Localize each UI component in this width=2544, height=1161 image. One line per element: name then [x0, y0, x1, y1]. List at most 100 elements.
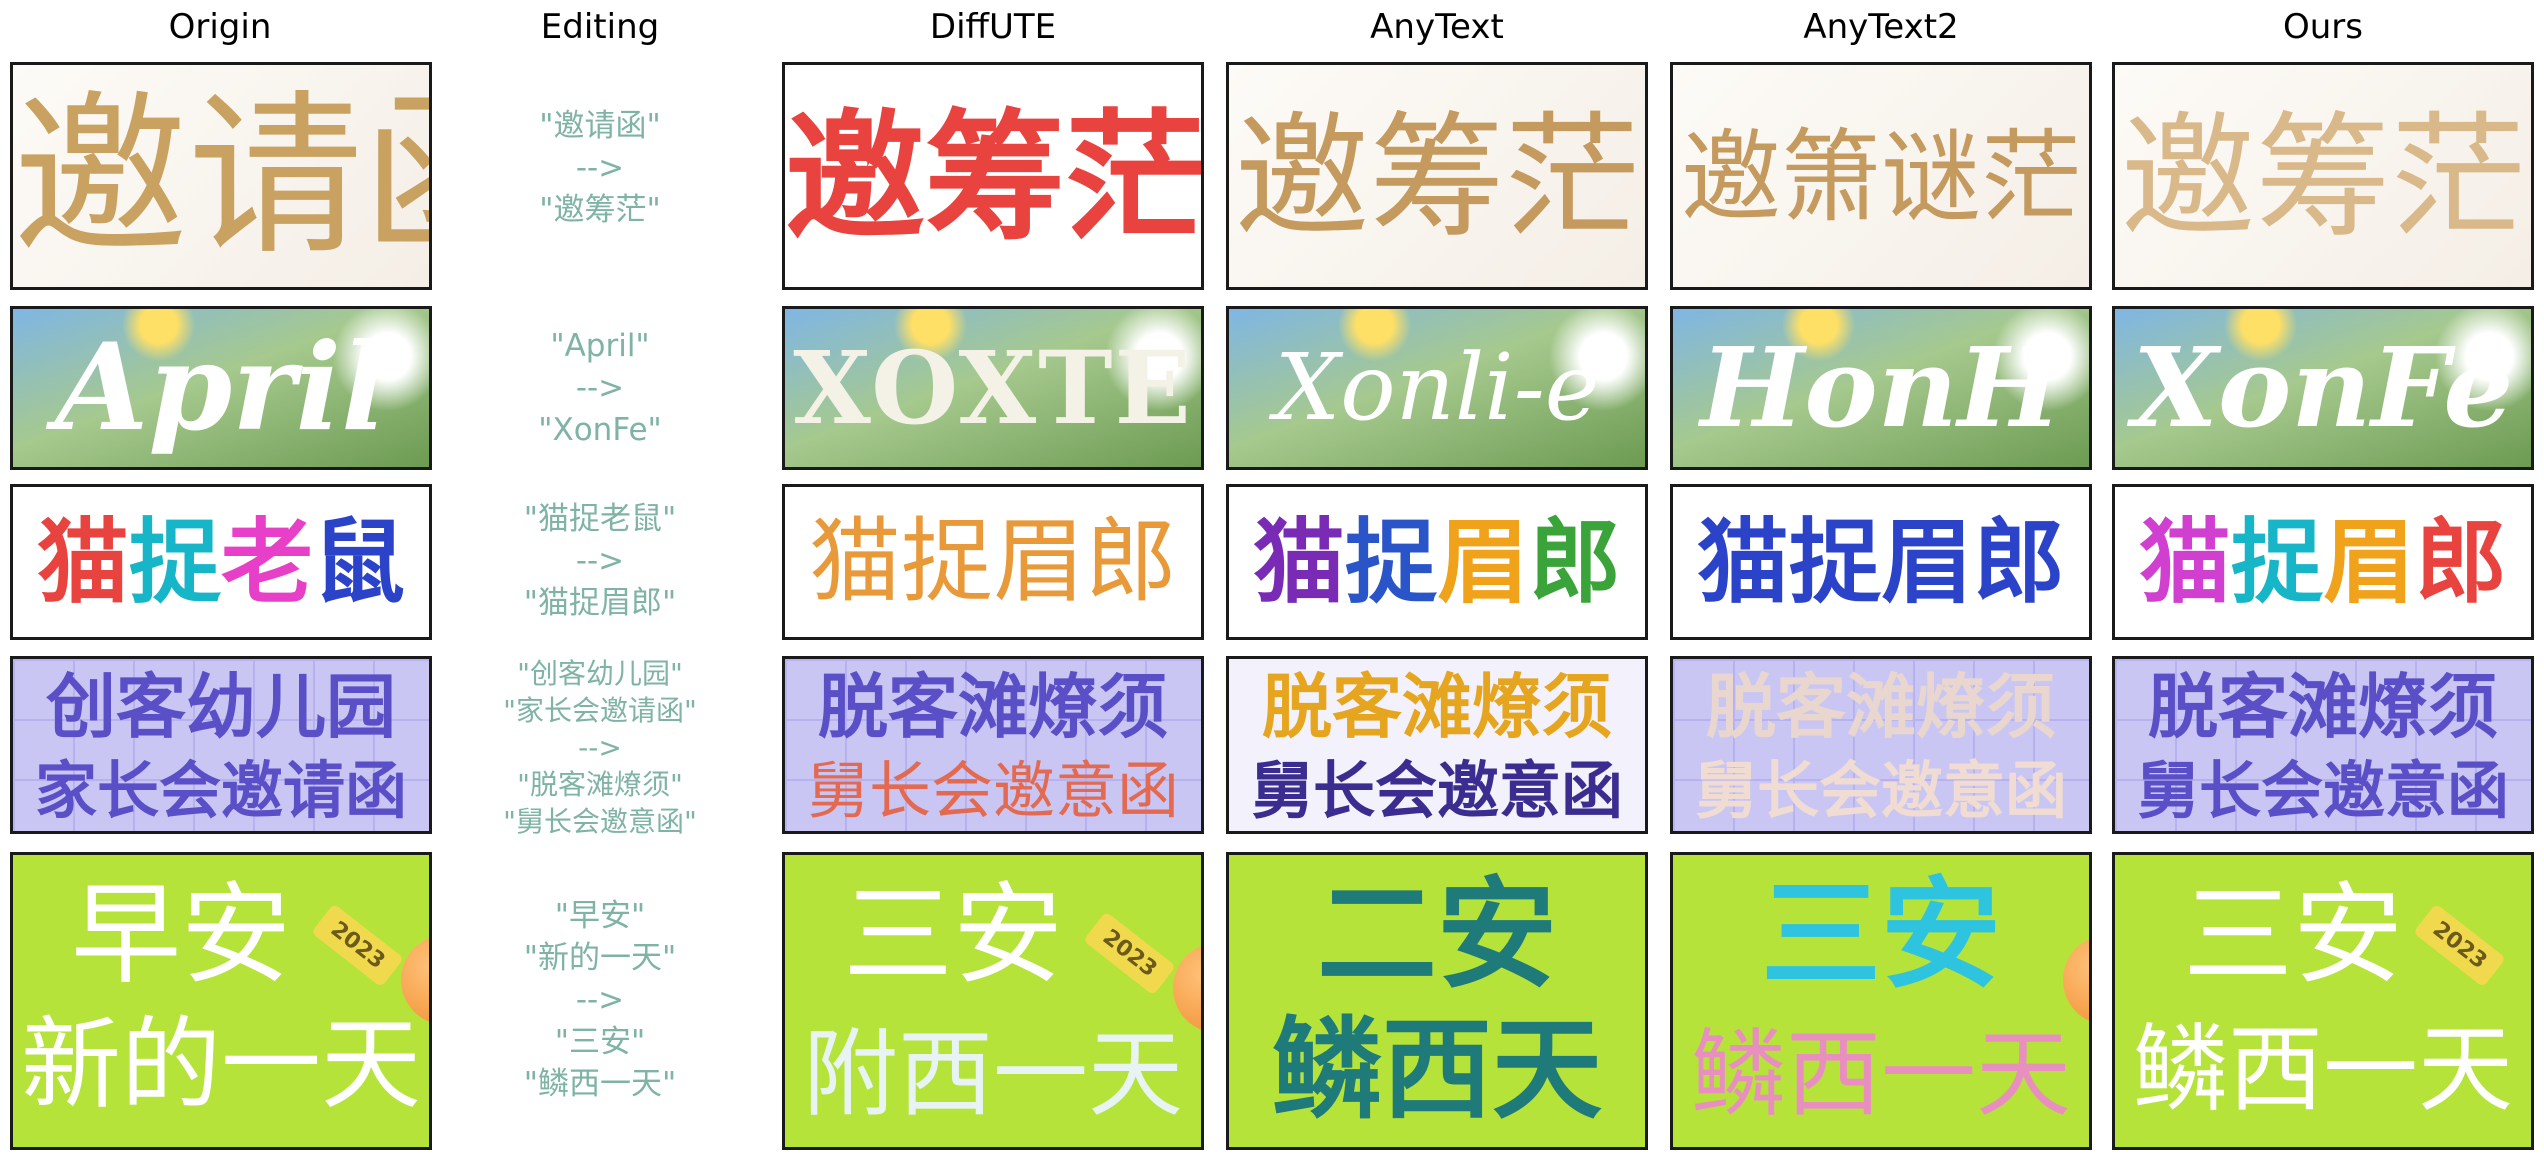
row1-diffute-image: 邀筹茫 — [782, 62, 1204, 290]
row4-ours-line1: 脱客滩燎须 — [2148, 665, 2498, 748]
row3-ours-char: 郎 — [2415, 508, 2508, 616]
row2-anytext-text: Xonli-e — [1274, 334, 1600, 441]
row4-edit-line: --> — [578, 731, 622, 764]
row1-edit-line: --> — [575, 150, 625, 186]
row3-anytext2-image: 猫捉眉郎 — [1670, 484, 2092, 640]
row1-diffute-text: 邀筹茫 — [785, 96, 1204, 260]
row1-ours-image: 邀筹茫 — [2112, 62, 2534, 290]
row4-ours-line2: 舅长会邀意函 — [2136, 754, 2509, 827]
header-origin: Origin — [168, 7, 272, 47]
row5-anytext-line2: 鳞西天 — [1272, 1005, 1602, 1134]
row3-ours-image: 猫捉眉郎 — [2112, 484, 2534, 640]
row5-anytext2-image: 三安 鳞西一天 — [1670, 852, 2092, 1150]
row5-anytext2-line2: 鳞西一天 — [1690, 1020, 2071, 1130]
row4-diffute-image: 脱客滩燎须 舅长会邀意函 — [782, 656, 1204, 834]
row2-anytext2-text: HonH — [1700, 323, 2062, 452]
row5-diffute-line1: 三安 — [843, 871, 1063, 999]
row2-origin-text: April — [55, 317, 387, 458]
row3-anytext-char: 捉 — [1344, 508, 1437, 616]
row3-origin-image: 猫捉老鼠 — [10, 484, 432, 640]
row1-ours-text: 邀筹茫 — [2120, 99, 2526, 256]
row5-edit-line: "三安" — [554, 1024, 646, 1060]
row4-diffute-line1: 脱客滩燎须 — [818, 665, 1168, 748]
row2-anytext-image: Xonli-e — [1226, 306, 1648, 470]
row4-anytext-line1: 脱客滩燎须 — [1262, 665, 1612, 748]
row4-anytext2-line2: 舅长会邀意函 — [1694, 754, 2067, 827]
row5-edit-line: "鳞西一天" — [523, 1066, 677, 1102]
row3-diffute-text: 猫捉眉郎 — [808, 508, 1177, 615]
row3-anytext-text: 猫捉眉郎 — [1229, 487, 1645, 637]
row5-anytext-image: 二安 鳞西天 — [1226, 852, 1648, 1150]
row3-origin-char: 捉 — [128, 508, 221, 616]
row4-anytext-line2: 舅长会邀意函 — [1250, 754, 1623, 827]
row2-origin-image: April — [10, 306, 432, 470]
row3-anytext-char: 猫 — [1252, 508, 1345, 616]
row2-diffute-image: XOXTE — [782, 306, 1204, 470]
row2-edit-line: --> — [575, 370, 625, 406]
row5-origin-image: 早安 新的一天 2023 — [10, 852, 432, 1150]
row5-edit-line: --> — [575, 982, 625, 1018]
row4-anytext-image: 脱客滩燎须 舅长会邀意函 — [1226, 656, 1648, 834]
row4-anytext2-image: 脱客滩燎须 舅长会邀意函 — [1670, 656, 2092, 834]
row2-diffute-text: XOXTE — [793, 329, 1193, 447]
row4-origin-line2: 家长会邀请函 — [34, 754, 407, 827]
row5-diffute-image: 三安 附西一天 2023 — [782, 852, 1204, 1150]
row5-anytext-line1: 二安 — [1317, 864, 1557, 1005]
row4-ours-image: 脱客滩燎须 舅长会邀意函 — [2112, 656, 2534, 834]
row3-origin-char: 老 — [221, 508, 314, 616]
row3-origin-char: 鼠 — [313, 508, 406, 616]
row1-edit-line: "邀请函" — [539, 108, 661, 144]
row3-ours-char: 猫 — [2138, 508, 2231, 616]
header-anytext: AnyText — [1370, 7, 1504, 47]
row3-anytext2-text: 猫捉眉郎 — [1696, 508, 2065, 616]
row3-ours-char: 眉 — [2323, 508, 2416, 616]
row5-diffute-line2: 附西一天 — [802, 1020, 1183, 1130]
row5-origin-line1: 早安 — [71, 871, 291, 999]
header-diffute: DiffUTE — [929, 7, 1057, 47]
row1-anytext2-image: 邀箫谜茫 — [1670, 62, 2092, 290]
row1-anytext-image: 邀筹茫 — [1226, 62, 1648, 290]
row4-diffute-line2: 舅长会邀意函 — [806, 754, 1179, 827]
row4-edit-line: "脱客滩燎须" — [517, 768, 683, 801]
row4-edit-text: "创客幼儿园" "家长会邀请函" --> "脱客滩燎须" "舅长会邀意函" — [440, 655, 760, 840]
row4-edit-line: "创客幼儿园" — [517, 657, 683, 690]
row3-origin-text: 猫捉老鼠 — [13, 487, 429, 637]
row5-anytext2-line1: 三安 — [1761, 864, 2001, 1005]
row3-anytext-char: 郎 — [1529, 508, 1622, 616]
row4-anytext2-line1: 脱客滩燎须 — [1706, 665, 2056, 748]
row3-diffute-image: 猫捉眉郎 — [782, 484, 1204, 640]
row5-ours-image: 三安 鳞西一天 2023 — [2112, 852, 2534, 1150]
row3-anytext-char: 眉 — [1437, 508, 1530, 616]
row3-origin-char: 猫 — [36, 508, 129, 616]
row1-edit-line: "邀筹茫" — [539, 192, 661, 228]
header-anytext2: AnyText2 — [1803, 7, 1959, 47]
header-ours: Ours — [2282, 7, 2363, 47]
row3-edit-line: --> — [575, 543, 625, 579]
row2-edit-line: "April" — [550, 328, 650, 364]
row2-edit-text: "April" --> "XonFe" — [440, 325, 760, 451]
row4-origin-image: 创客幼儿园 家长会邀请函 — [10, 656, 432, 834]
row5-edit-line: "新的一天" — [523, 940, 677, 976]
row5-origin-line2: 新的一天 — [21, 1006, 421, 1123]
row5-ours-line2: 鳞西一天 — [2132, 1015, 2513, 1125]
row4-edit-line: "家长会邀请函" — [503, 694, 697, 727]
row4-origin-line1: 创客幼儿园 — [46, 665, 396, 748]
row3-ours-char: 捉 — [2230, 508, 2323, 616]
row5-ours-line1: 三安 — [2183, 871, 2403, 999]
header-editing: Editing — [540, 7, 660, 47]
row2-ours-text: XonFe — [2132, 323, 2514, 452]
row1-origin-text: 邀请函 — [13, 76, 429, 279]
row2-edit-line: "XonFe" — [538, 412, 662, 448]
row1-origin-image: 邀请函 — [10, 62, 432, 290]
row1-anytext-text: 邀筹茫 — [1234, 99, 1640, 256]
row1-anytext2-text: 邀箫谜茫 — [1681, 119, 2081, 236]
row2-ours-image: XonFe — [2112, 306, 2534, 470]
row3-anytext-image: 猫捉眉郎 — [1226, 484, 1648, 640]
row1-edit-text: "邀请函" --> "邀筹茫" — [440, 105, 760, 231]
row3-edit-text: "猫捉老鼠" --> "猫捉眉郎" — [440, 498, 760, 624]
row5-edit-line: "早安" — [554, 898, 646, 934]
row3-edit-line: "猫捉眉郎" — [523, 585, 677, 621]
row4-edit-line: "舅长会邀意函" — [503, 805, 697, 838]
row5-edit-text: "早安" "新的一天" --> "三安" "鳞西一天" — [440, 895, 760, 1105]
row3-edit-line: "猫捉老鼠" — [523, 501, 677, 537]
